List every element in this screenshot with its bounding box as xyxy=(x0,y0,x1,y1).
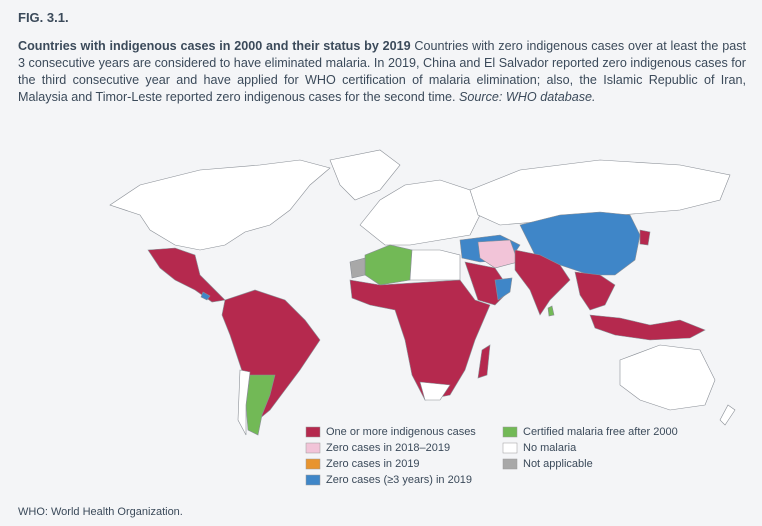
south-africa xyxy=(419,381,451,401)
chile xyxy=(237,369,251,436)
legend-swatch xyxy=(305,474,321,486)
footnote: WHO: World Health Organization. xyxy=(18,506,183,518)
korea xyxy=(639,229,651,246)
new-zealand xyxy=(719,404,736,426)
australia xyxy=(619,344,716,411)
western-sahara xyxy=(349,257,366,279)
indonesia xyxy=(589,314,706,341)
north-america xyxy=(109,159,331,251)
legend-swatch xyxy=(502,426,518,438)
southeast-asia xyxy=(574,271,616,311)
legend-label: Not applicable xyxy=(523,458,593,470)
north-asia xyxy=(469,159,731,226)
south-america xyxy=(221,289,321,421)
sri-lanka xyxy=(547,305,555,317)
caption-title: Countries with indigenous cases in 2000 … xyxy=(18,39,411,53)
legend-label: Zero cases in 2019 xyxy=(326,458,420,470)
legend-swatch xyxy=(502,442,518,454)
legend: One or more indigenous cases Zero cases i… xyxy=(305,426,678,486)
argentina xyxy=(245,374,276,436)
north-africa xyxy=(409,249,461,281)
madagascar xyxy=(477,344,491,379)
legend-swatch xyxy=(305,426,321,438)
greenland xyxy=(329,149,401,201)
figure-label: FIG. 3.1. xyxy=(18,10,69,25)
legend-label: One or more indigenous cases xyxy=(326,426,476,438)
iran xyxy=(477,239,519,269)
legend-swatch xyxy=(305,458,321,470)
oman xyxy=(494,277,513,301)
mexico-central-america xyxy=(147,247,226,303)
legend-label: No malaria xyxy=(523,442,577,454)
legend-swatch xyxy=(305,442,321,454)
south-asia xyxy=(514,249,571,316)
africa xyxy=(349,279,491,401)
world-map xyxy=(109,149,736,436)
legend-label: Certified malaria free after 2000 xyxy=(523,426,678,438)
caption-source: Source: WHO database. xyxy=(459,90,596,104)
caption: Countries with indigenous cases in 2000 … xyxy=(18,38,746,106)
algeria xyxy=(364,244,413,286)
legend-swatch xyxy=(502,458,518,470)
legend-label: Zero cases (≥3 years) in 2019 xyxy=(326,474,472,486)
el-salvador xyxy=(200,291,211,301)
caption-text: Countries with zero indigenous cases ove… xyxy=(18,39,746,104)
legend-label: Zero cases in 2018–2019 xyxy=(326,442,450,454)
